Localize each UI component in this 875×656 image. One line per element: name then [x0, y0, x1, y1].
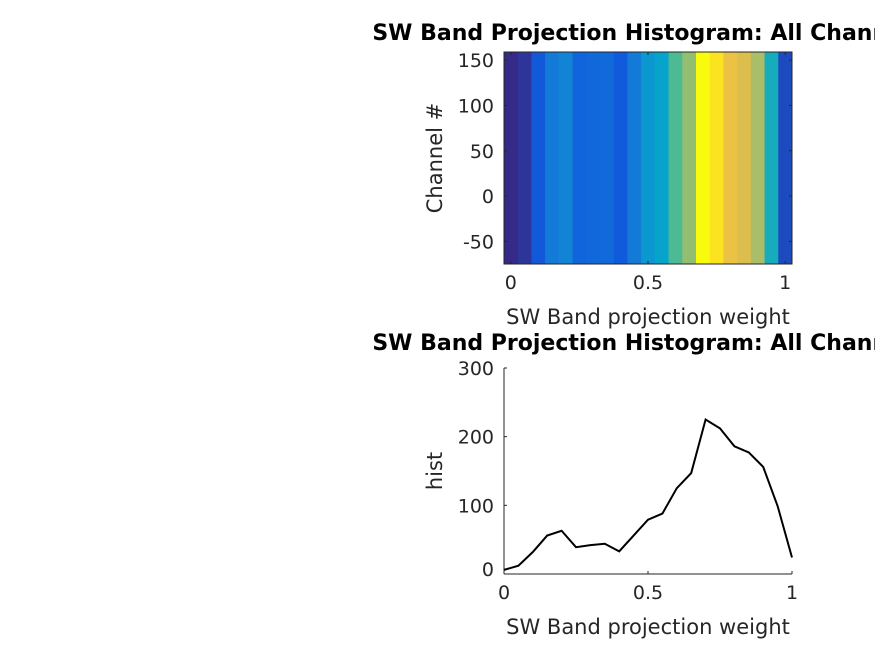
y-tick-label: 100 — [458, 495, 494, 517]
y-axis-label: hist — [423, 452, 447, 490]
x-tick-label: 0.5 — [633, 272, 663, 294]
y-tick-label: 200 — [458, 427, 494, 449]
x-tick-label: 0.5 — [633, 582, 663, 604]
heatmap-cell — [750, 52, 766, 264]
heatmap-cell — [682, 52, 697, 264]
x-tick-label: 0 — [505, 272, 517, 294]
data-line — [503, 417, 793, 571]
heatmap-cell — [572, 52, 587, 264]
heatmap-axes: 0 0.5 1 -50 0 50 100 150 SW Band projection weig… — [372, 21, 875, 329]
line-axes: 0 0.5 1 0 100 200 300 SW Band projection weight… — [372, 331, 875, 639]
heatmap-cell — [504, 52, 519, 264]
y-tick-label: 0 — [482, 559, 494, 581]
heatmap-cell — [586, 52, 601, 264]
heatmap-cell — [778, 52, 793, 264]
heatmap-cell — [723, 52, 738, 264]
y-tick-label: 150 — [458, 50, 494, 72]
heatmap-cell — [517, 52, 532, 264]
chart-title: SW Band Projection Histogram: All Channe… — [372, 21, 875, 46]
heatmap-cell — [654, 52, 670, 264]
x-axis-label: SW Band projection weight — [506, 305, 790, 329]
heatmap-cell — [764, 52, 779, 264]
y-tick-label: 300 — [458, 358, 494, 380]
heatmap-cell — [696, 52, 711, 264]
heatmap-cell — [558, 52, 574, 264]
y-tick-label: 100 — [458, 95, 494, 117]
heatmap-cell — [531, 52, 546, 264]
heatmap-cell — [613, 52, 628, 264]
y-axis-label: Channel # — [423, 103, 447, 214]
heatmap-cell — [545, 52, 560, 264]
x-tick-label: 0 — [498, 582, 510, 604]
heatmap-cell — [600, 52, 615, 264]
heatmap-cell — [737, 52, 752, 264]
heatmap-cell — [641, 52, 656, 264]
chart-title: SW Band Projection Histogram: All Channe… — [372, 331, 875, 356]
x-tick-label: 1 — [779, 272, 791, 294]
heatmap-cell — [709, 52, 724, 264]
x-tick-label: 1 — [786, 582, 798, 604]
x-axis-label: SW Band projection weight — [506, 615, 790, 639]
y-tick-label: 0 — [482, 186, 494, 208]
y-tick-label: 50 — [470, 141, 494, 163]
y-tick-label: -50 — [463, 231, 494, 253]
heatmap-cell — [668, 52, 683, 264]
heatmap-cell — [627, 52, 642, 264]
